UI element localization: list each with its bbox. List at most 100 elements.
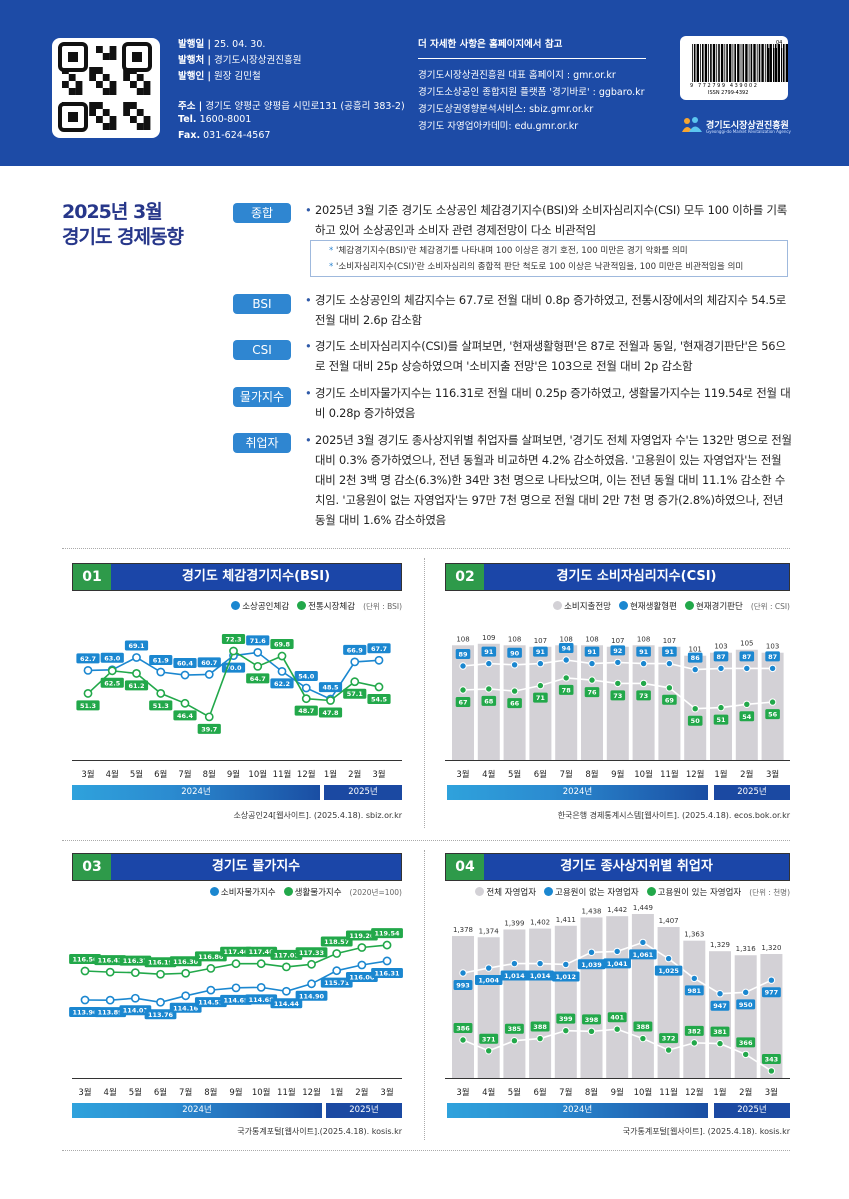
data-label-box [610,645,626,656]
data-label: 67.7 [371,645,387,653]
data-label: 73 [613,692,622,700]
data-point [639,1034,647,1043]
chart-plot: 62.7 63.0 69.1 61.9 60.4 60.7 70.0 71.6 62.2 54.0… [76,634,391,734]
legend-item: 현재경기판단 [684,601,743,612]
bar-value-label: 105 [740,640,753,648]
data-label: 381 [713,1028,727,1036]
x-tick-label: 5월 [129,770,144,780]
issn: ISSN 2799-4392 [708,90,749,96]
bar [631,914,654,1078]
data-point [229,646,238,656]
legend-item: 전체 자영업자 [475,887,536,898]
data-label-box [144,1009,177,1020]
chart-legend: 전체 자영업자 고용원이 없는 자영업자 고용원이 있는 자영업자 (단위 : 천명) [467,886,790,898]
tel-label: Tel. [178,114,197,125]
title-line-1: 2025년 3월 [62,201,163,223]
data-label: 116.31 [374,969,400,977]
data-label-box [173,710,197,721]
data-point [767,976,776,984]
data-label-box [173,658,197,669]
data-point [374,655,384,665]
data-point [132,653,141,662]
link-sbiz[interactable]: 경기도상권영향분석서비스: sbiz.gmr.or.kr [418,104,594,115]
barcode-bar [766,44,769,82]
data-label-box [582,1014,601,1025]
data-point [83,689,93,698]
qr-code-pattern [58,42,152,132]
data-label: 117.33 [299,949,324,957]
x-tick-label: 9월 [611,770,625,780]
legend-item: 소상공인체감 [231,601,289,612]
fax-label: Fax. [178,130,201,141]
link-homepage[interactable]: 경기도시장상권진흥원 대표 홈페이지 : gmr.or.kr [418,70,616,81]
data-label-box [713,714,729,725]
barcode-bar [753,44,756,82]
publish-date: 발행일 | 25. 04. 30. [178,36,265,50]
data-point [107,666,117,676]
x-tick-label: 3월 [764,1088,779,1098]
bar [477,937,500,1078]
qr-module [109,53,117,60]
legend-swatch-icon [618,601,628,610]
barcode-bar [708,44,709,82]
note-bsi: '체감경기지수(BSI)'란 체감경기를 나타내며 100 이상은 경기 호전,… [329,243,787,259]
barcode-bars [692,44,799,82]
publisher: 발행처 | 경기도시장상권진흥원 [178,52,301,66]
data-label-box [294,670,318,681]
chart-number: 04 [446,854,484,880]
data-label: 113.89 [98,1009,124,1017]
data-label: 89 [458,651,468,659]
data-label-box [662,646,677,657]
data-label: 57.1 [347,690,364,698]
data-label: 56 [768,711,778,719]
legend-swatch-icon [553,601,563,610]
data-label-box [552,971,580,982]
data-point [357,960,367,970]
qr-module [68,88,76,95]
link-ggbaro[interactable]: 경기도소상공인 종합지원 플랫폼 '경기바로' : ggbaro.kr [418,87,645,98]
data-label-box [100,652,124,663]
data-label-box [736,1037,756,1048]
data-point [665,659,674,668]
data-label: 72.3 [225,636,241,644]
data-label: 62.5 [104,679,121,687]
data-point [105,995,115,1005]
data-point [510,959,519,968]
barcode-bar [712,44,716,82]
data-label-box [603,958,631,969]
bar-value-label: 108 [585,635,598,643]
data-label: 116.86 [198,953,224,961]
link-edu[interactable]: 경기도 자영업아카데미: edu.gmr.or.kr [418,121,579,132]
barcode-bar [742,44,745,82]
tag-price-index: 물가지수 [233,387,291,407]
data-label-box [504,1023,524,1034]
data-point [562,674,570,682]
bar-value-label: 1,320 [761,944,781,952]
x-tick-label: 8월 [202,770,216,780]
x-tick-label: 5월 [507,1088,522,1098]
bar [529,928,552,1078]
legend-swatch-icon [283,887,293,896]
chart-unit: (단위 : BSI) [363,602,402,611]
data-point [180,670,190,680]
bar-value-label: 1,378 [453,926,473,934]
data-label: 69 [665,696,675,704]
x-tick-label: 8월 [584,1088,599,1098]
data-point [768,698,777,706]
data-label-box [507,647,522,658]
data-label-box [245,946,278,957]
x-tick-label: 3월 [372,770,386,780]
data-label: 993 [456,982,470,990]
price-index-text: 경기도 소비자물가지수는 116.31로 전월 대비 0.25p 증가하였고, … [305,383,793,423]
data-label-box [739,711,755,722]
data-label: 1,039 [581,961,602,969]
data-point [510,687,519,695]
chart-source: 국가통계포털[웹사이트]. (2025.4.18). kosis.kr [622,1127,790,1136]
qr-module [96,67,103,74]
qr-code[interactable] [52,38,160,138]
data-label: 68 [484,697,494,705]
data-point [459,969,467,977]
bar-value-label: 1,411 [556,916,576,924]
x-tick-label: 2월 [740,770,754,780]
data-point [587,948,596,956]
